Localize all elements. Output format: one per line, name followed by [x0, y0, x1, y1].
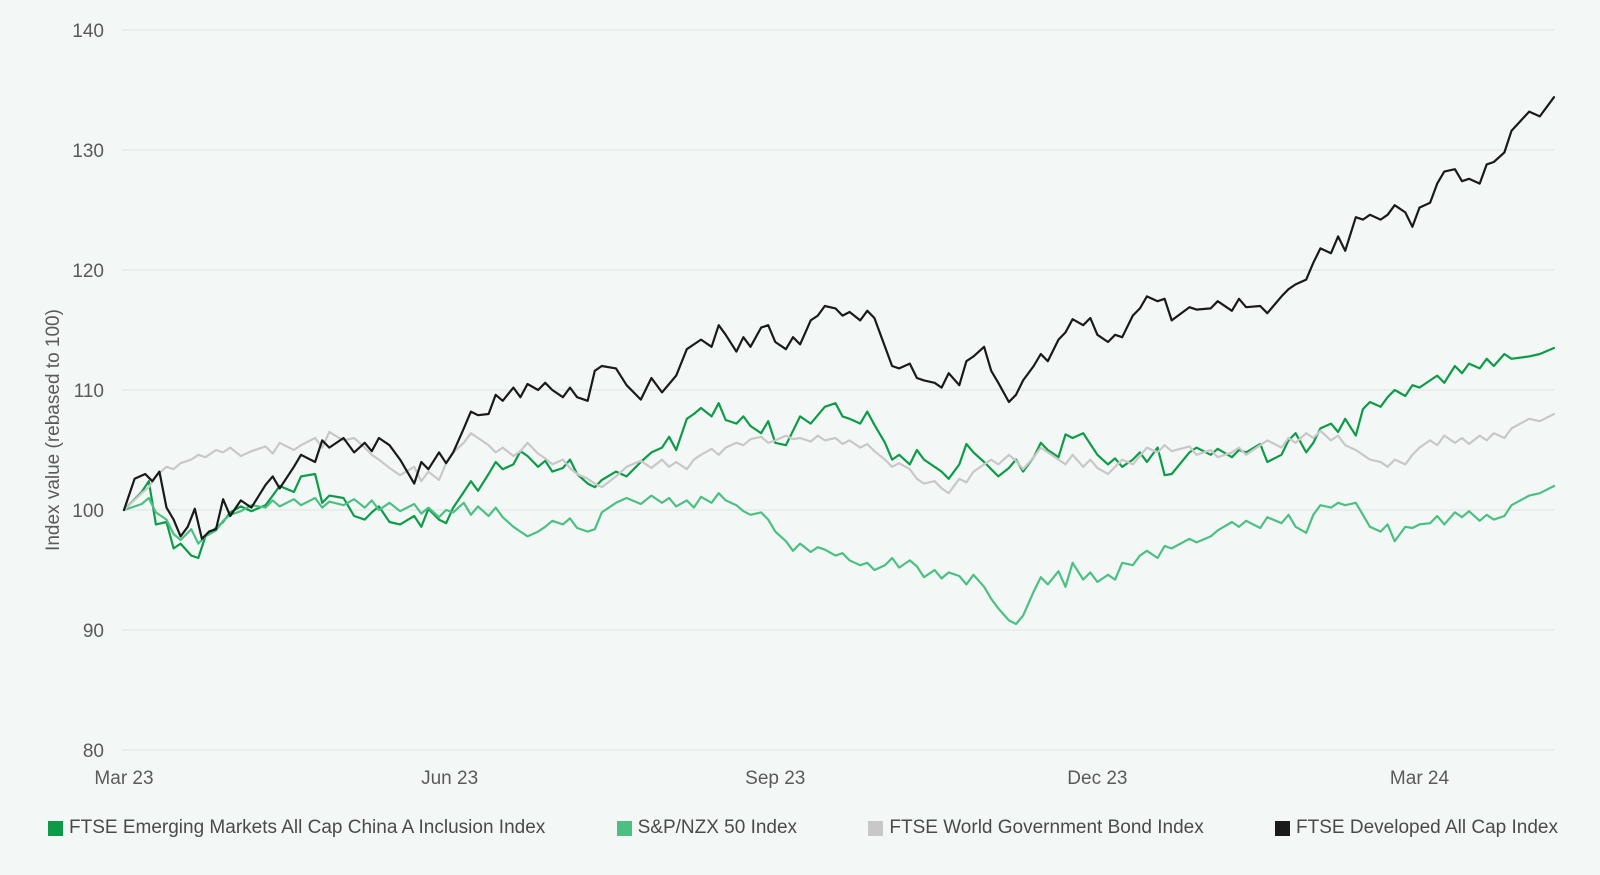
y-tick-label: 120 [72, 261, 104, 282]
series-lines [122, 96, 1556, 626]
legend-label: FTSE Emerging Markets All Cap China A In… [69, 817, 546, 838]
y-tick-label: 110 [74, 381, 104, 402]
series-line-1 [122, 346, 1556, 560]
y-tick-label: 80 [83, 741, 104, 762]
x-tick-label: Sep 23 [745, 768, 805, 789]
legend-label: S&P/NZX 50 Index [637, 817, 798, 838]
gridlines [122, 29, 1554, 751]
legend-item[interactable]: FTSE Developed All Cap Index [1275, 817, 1558, 839]
legend-swatch [616, 820, 632, 836]
y-tick-label: 90 [83, 621, 104, 642]
legend-item[interactable]: S&P/NZX 50 Index [616, 817, 798, 839]
legend-swatch [1275, 820, 1291, 836]
y-tick-label: 140 [72, 21, 104, 42]
legend-label: FTSE Developed All Cap Index [1296, 817, 1558, 838]
legend: FTSE Emerging Markets All Cap China A In… [48, 813, 1558, 843]
x-tick-label: Mar 23 [94, 768, 153, 789]
x-axis-ticks: Mar 23 Jun 23 Sep 23 Dec 23 Mar 24 [94, 768, 1449, 789]
series-line-3 [122, 412, 1556, 512]
legend-item[interactable]: FTSE World Government Bond Index [868, 817, 1204, 839]
x-tick-label: Mar 24 [1390, 768, 1450, 789]
x-tick-label: Jun 23 [421, 768, 478, 789]
legend-label: FTSE World Government Bond Index [889, 817, 1204, 838]
legend-swatch [48, 820, 63, 836]
y-axis-ticks: 80 90 100 110 120 130 140 [72, 21, 104, 762]
series-line-4 [122, 96, 1556, 540]
line-chart: 80 90 100 110 120 130 140 Mar 23 Jun 23 Sep 23 De… [43, 21, 1556, 789]
y-tick-label: 100 [72, 501, 104, 522]
y-tick-label: 130 [72, 141, 104, 162]
x-tick-label: Dec 23 [1067, 768, 1127, 789]
legend-item[interactable]: FTSE Emerging Markets All Cap China A In… [48, 817, 545, 839]
y-axis-title: Index value (rebased to 100) [43, 309, 64, 551]
series-line-2 [122, 484, 1556, 626]
legend-swatch [868, 820, 884, 836]
